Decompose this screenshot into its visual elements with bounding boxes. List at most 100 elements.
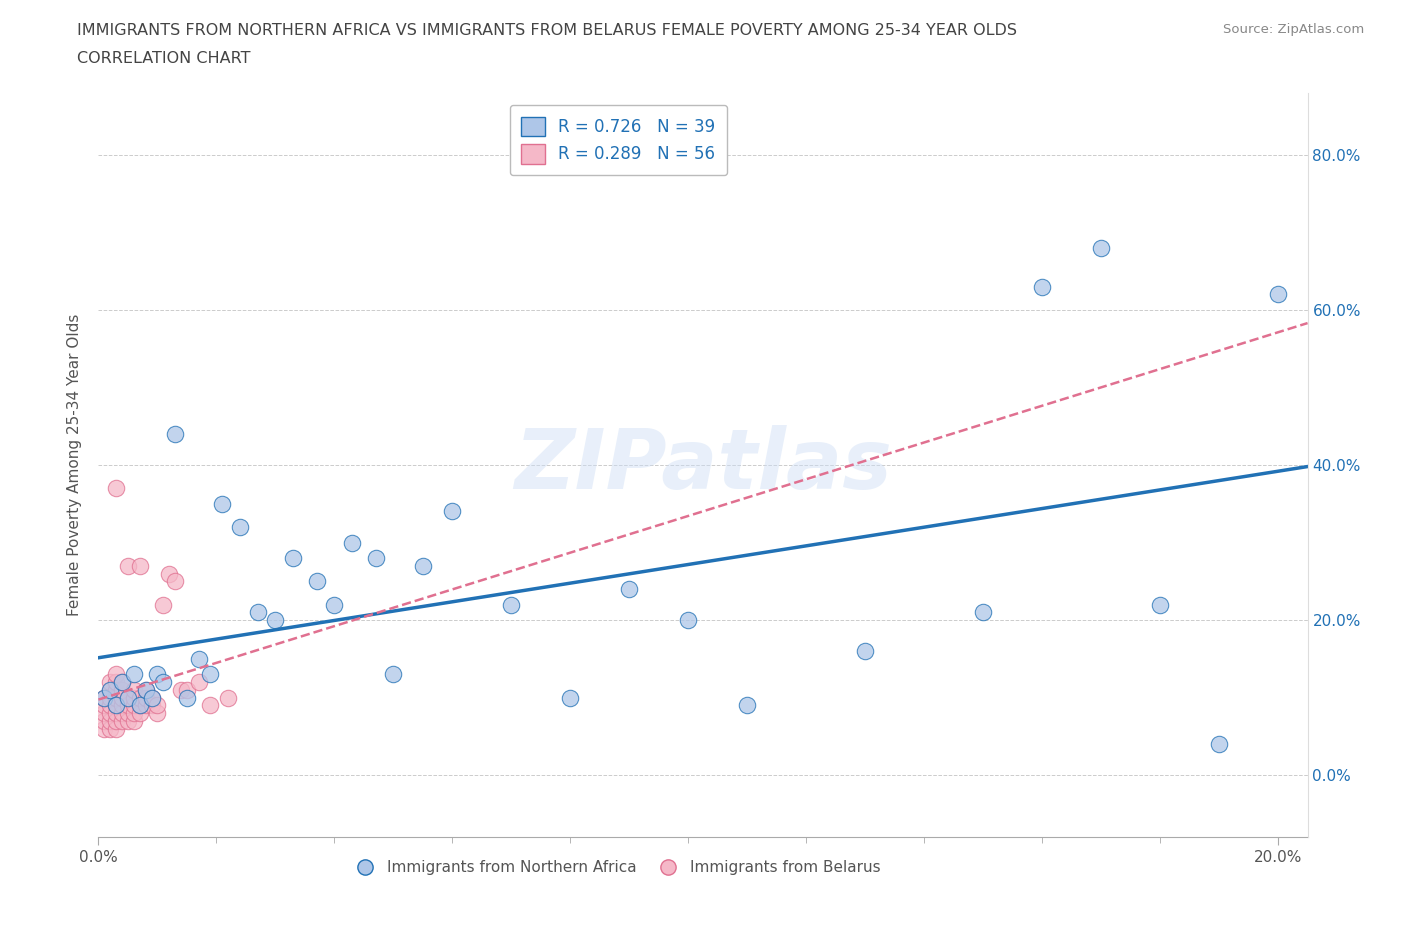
Point — [122, 690, 145, 705]
Point — [170, 683, 193, 698]
Point — [176, 683, 198, 698]
Point — [165, 427, 187, 442]
Point — [117, 558, 139, 573]
Point — [111, 674, 134, 689]
Point — [128, 698, 150, 712]
Point — [152, 597, 174, 612]
Point — [98, 706, 121, 721]
Point — [111, 674, 134, 689]
Point — [141, 690, 163, 705]
Point — [141, 698, 163, 712]
Point — [1149, 597, 1171, 612]
Point — [117, 713, 139, 728]
Point — [229, 520, 252, 535]
Text: Source: ZipAtlas.com: Source: ZipAtlas.com — [1223, 23, 1364, 36]
Point — [146, 667, 169, 682]
Point — [141, 690, 163, 705]
Point — [122, 706, 145, 721]
Point — [281, 551, 304, 565]
Point — [187, 651, 209, 666]
Point — [98, 698, 121, 712]
Point — [217, 690, 239, 705]
Point — [105, 690, 128, 705]
Point — [152, 674, 174, 689]
Text: CORRELATION CHART: CORRELATION CHART — [77, 51, 250, 66]
Point — [98, 674, 121, 689]
Point — [98, 683, 121, 698]
Point — [128, 558, 150, 573]
Point — [187, 674, 209, 689]
Point — [105, 721, 128, 736]
Point — [305, 574, 328, 589]
Point — [93, 721, 115, 736]
Point — [200, 667, 222, 682]
Point — [264, 613, 287, 628]
Point — [105, 698, 128, 712]
Point — [157, 566, 180, 581]
Point — [98, 713, 121, 728]
Point — [678, 613, 700, 628]
Point — [200, 698, 222, 712]
Point — [619, 581, 641, 596]
Point — [93, 713, 115, 728]
Point — [117, 690, 139, 705]
Point — [135, 698, 157, 712]
Point — [128, 706, 150, 721]
Point — [98, 721, 121, 736]
Point — [323, 597, 346, 612]
Point — [146, 698, 169, 712]
Point — [117, 690, 139, 705]
Point — [111, 713, 134, 728]
Point — [340, 535, 363, 550]
Point — [211, 497, 233, 512]
Point — [501, 597, 523, 612]
Point — [105, 713, 128, 728]
Point — [98, 690, 121, 705]
Text: ZIPatlas: ZIPatlas — [515, 424, 891, 506]
Point — [105, 698, 128, 712]
Point — [1090, 241, 1112, 256]
Point — [135, 683, 157, 698]
Point — [246, 604, 269, 619]
Point — [1267, 287, 1289, 302]
Point — [128, 690, 150, 705]
Point — [93, 690, 115, 705]
Point — [165, 574, 187, 589]
Point — [105, 683, 128, 698]
Text: IMMIGRANTS FROM NORTHERN AFRICA VS IMMIGRANTS FROM BELARUS FEMALE POVERTY AMONG : IMMIGRANTS FROM NORTHERN AFRICA VS IMMIG… — [77, 23, 1018, 38]
Point — [122, 698, 145, 712]
Point — [93, 698, 115, 712]
Point — [560, 690, 582, 705]
Point — [122, 713, 145, 728]
Point — [111, 698, 134, 712]
Point — [98, 683, 121, 698]
Legend: Immigrants from Northern Africa, Immigrants from Belarus: Immigrants from Northern Africa, Immigra… — [350, 855, 887, 882]
Point — [93, 706, 115, 721]
Point — [1031, 279, 1053, 294]
Point — [1208, 737, 1230, 751]
Point — [111, 690, 134, 705]
Point — [135, 683, 157, 698]
Point — [412, 558, 434, 573]
Point — [135, 690, 157, 705]
Point — [735, 698, 758, 712]
Point — [105, 481, 128, 496]
Point — [441, 504, 464, 519]
Point — [105, 667, 128, 682]
Point — [105, 674, 128, 689]
Point — [364, 551, 387, 565]
Point — [122, 667, 145, 682]
Point — [972, 604, 994, 619]
Point — [93, 690, 115, 705]
Point — [111, 683, 134, 698]
Point — [105, 706, 128, 721]
Point — [176, 690, 198, 705]
Point — [117, 698, 139, 712]
Point — [146, 706, 169, 721]
Point — [382, 667, 405, 682]
Y-axis label: Female Poverty Among 25-34 Year Olds: Female Poverty Among 25-34 Year Olds — [67, 313, 83, 617]
Point — [111, 706, 134, 721]
Point — [128, 698, 150, 712]
Point — [122, 683, 145, 698]
Point — [117, 706, 139, 721]
